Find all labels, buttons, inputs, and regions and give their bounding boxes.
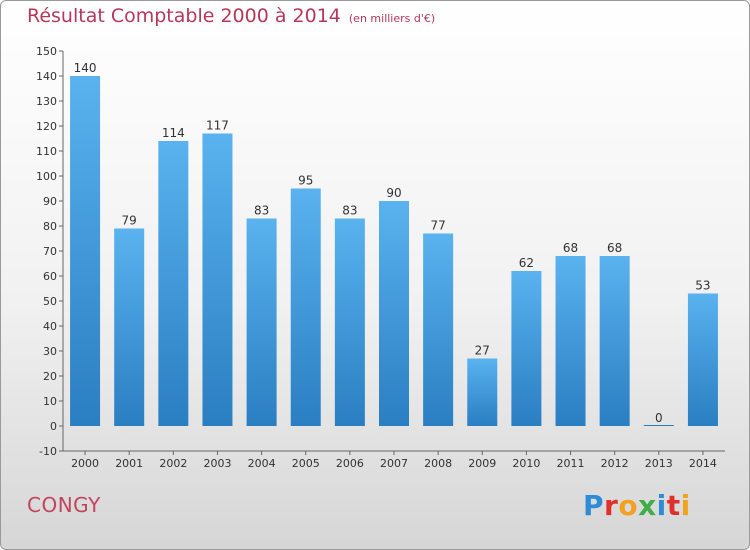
x-tick-label-2013: 2013 (645, 457, 673, 470)
y-tick-label: 80 (43, 220, 57, 233)
value-label-2004: 83 (254, 204, 269, 218)
x-tick-label-2010: 2010 (512, 457, 540, 470)
y-tick-label: 70 (43, 245, 57, 258)
bar-2003 (202, 133, 233, 426)
bar-2006 (334, 218, 365, 426)
x-tick-label-2000: 2000 (71, 457, 99, 470)
x-tick-label-2009: 2009 (468, 457, 496, 470)
logo-letter: i (656, 489, 667, 522)
value-label-2002: 114 (162, 126, 185, 140)
logo-letter: P (583, 489, 605, 522)
value-label-2006: 83 (342, 204, 357, 218)
bar-2009 (467, 358, 498, 426)
y-tick-label: 10 (43, 395, 57, 408)
logo-letter: x (638, 489, 657, 522)
x-tick-label-2011: 2011 (557, 457, 585, 470)
proxiti-logo: Proxiti (583, 489, 691, 522)
y-tick-label: 20 (43, 370, 57, 383)
chart-title: Résultat Comptable 2000 à 2014 (en millie… (27, 5, 435, 27)
y-tick-label: 60 (43, 270, 57, 283)
x-tick-label-2003: 2003 (203, 457, 231, 470)
y-tick-label: 150 (36, 45, 57, 58)
y-tick-label: 110 (36, 145, 57, 158)
value-label-2001: 79 (122, 214, 137, 228)
bar-2000 (70, 76, 101, 426)
x-tick-label-2007: 2007 (380, 457, 408, 470)
x-tick-label-2004: 2004 (248, 457, 276, 470)
x-tick-label-2008: 2008 (424, 457, 452, 470)
y-tick-label: 140 (36, 70, 57, 83)
bar-2008 (423, 233, 454, 426)
bar-2004 (246, 218, 277, 426)
city-name: CONGY (27, 493, 101, 517)
logo-letter: o (618, 489, 639, 522)
bars (70, 76, 718, 426)
y-tick-label: 40 (43, 320, 57, 333)
title-main: Résultat Comptable 2000 à 2014 (27, 5, 341, 27)
x-tick-label-2001: 2001 (115, 457, 143, 470)
bar-2013 (643, 425, 674, 426)
value-label-2005: 95 (298, 174, 313, 188)
y-tick-label: 130 (36, 95, 57, 108)
title-unit: (en milliers d'€) (348, 12, 436, 25)
value-label-2011: 68 (563, 241, 578, 255)
x-tick-label-2006: 2006 (336, 457, 364, 470)
logo-letter: r (604, 489, 619, 522)
axes: -10 0 10 20 30 40 50 60 70 80 90 100 110 120 130 140 150… (36, 45, 725, 470)
value-label-2013: 0 (655, 411, 663, 425)
y-tick-label: 0 (50, 420, 57, 433)
value-label-2007: 90 (386, 186, 401, 200)
value-label-2003: 117 (206, 119, 229, 133)
value-labels: 140 79 114 117 83 95 83 90 77 27 62 68 68 0 53 (74, 61, 711, 425)
value-label-2014: 53 (695, 279, 710, 293)
value-label-2000: 140 (74, 61, 97, 75)
x-tick-label-2005: 2005 (292, 457, 320, 470)
bar-2014 (687, 293, 718, 426)
bar-2012 (599, 256, 630, 426)
bar-2011 (555, 256, 586, 426)
y-tick-label: -10 (39, 445, 57, 458)
bar-2001 (114, 228, 145, 426)
y-tick-label: 120 (36, 120, 57, 133)
y-tick-label: 30 (43, 345, 57, 358)
value-label-2009: 27 (475, 344, 490, 358)
x-tick-label-2012: 2012 (601, 457, 629, 470)
x-tick-label-2014: 2014 (689, 457, 717, 470)
bar-2010 (511, 271, 542, 426)
bar-2005 (290, 188, 321, 426)
value-label-2008: 77 (430, 219, 445, 233)
bar-2002 (158, 141, 189, 426)
value-label-2012: 68 (607, 241, 622, 255)
y-tick-label: 50 (43, 295, 57, 308)
logo-letter: i (680, 489, 691, 522)
value-label-2010: 62 (519, 256, 534, 270)
logo-letter: t (666, 489, 681, 522)
x-tick-label-2002: 2002 (159, 457, 187, 470)
y-tick-label: 100 (36, 170, 57, 183)
y-tick-label: 90 (43, 195, 57, 208)
bar-2007 (379, 201, 409, 426)
